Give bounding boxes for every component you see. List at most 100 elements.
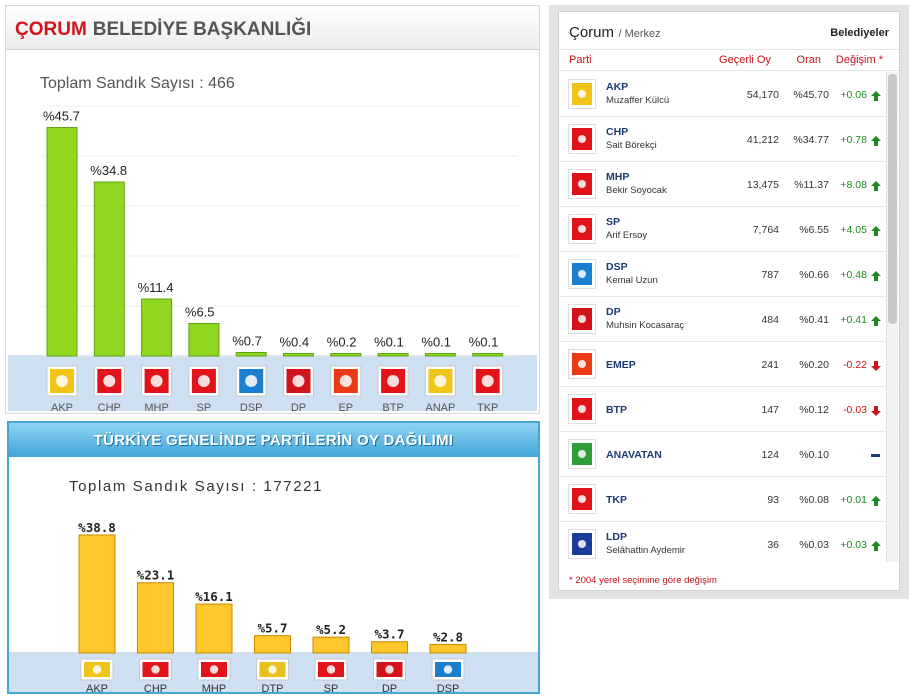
vote-ratio: %0.10 xyxy=(799,449,829,461)
corum-total-boxes: Toplam Sandık Sayısı : 466 xyxy=(40,75,235,92)
table-row[interactable]: SP Arif Ersoy 7,764 %6.55 +4.05 xyxy=(559,207,899,252)
scrollbar-thumb[interactable] xyxy=(888,74,897,324)
corum-title-rest: BELEDİYE BAŞKANLIĞI xyxy=(92,19,312,40)
vote-ratio: %0.41 xyxy=(799,314,829,326)
table-row[interactable]: MHP Bekir Soyocak 13,475 %11.37 +8.08 xyxy=(559,162,899,207)
city-name: Çorum xyxy=(569,24,615,41)
value-label-tkp: %0.1 xyxy=(469,335,499,350)
arrow-down-icon xyxy=(871,406,881,416)
category-label-akp: AKP xyxy=(51,402,73,414)
category-label-sp: SP xyxy=(197,402,212,414)
bar-mhp xyxy=(195,603,233,654)
value-label-dsp: %0.7 xyxy=(232,334,262,349)
category-label-dp: DP xyxy=(291,402,306,414)
bar-chp xyxy=(137,582,174,654)
col-header-change: Değişim * xyxy=(835,54,883,66)
valid-votes: 147 xyxy=(761,404,779,416)
table-row[interactable]: TKP 93 %0.08 +0.01 xyxy=(559,477,899,522)
party-name[interactable]: SP xyxy=(606,216,621,228)
party-logo-icon xyxy=(568,304,596,334)
party-name[interactable]: TKP xyxy=(606,494,627,506)
col-header-votes: Geçerli Oy xyxy=(719,54,771,66)
bar-sp xyxy=(188,323,220,357)
party-name[interactable]: ANAVATAN xyxy=(606,449,662,461)
bar-dp xyxy=(283,353,314,357)
table-row[interactable]: CHP Sait Börekçi 41,212 %34.77 +0.78 xyxy=(559,117,899,162)
table-row[interactable]: LDP Selâhattin Aydemir 36 %0.03 +0.03 xyxy=(559,522,899,562)
value-label-sp: %5.2 xyxy=(316,622,346,637)
value-label-chp: %34.8 xyxy=(90,163,127,178)
value-label-anap: %0.1 xyxy=(421,335,451,350)
logo-dp-icon xyxy=(373,658,406,681)
arrow-up-icon xyxy=(871,271,881,281)
corum-chart-header: ÇORUM BELEDİYE BAŞKANLIĞI xyxy=(6,6,539,50)
table-row[interactable]: BTP 147 %0.12 -0.03 xyxy=(559,387,899,432)
logo-sp-icon xyxy=(188,365,220,397)
party-name[interactable]: BTP xyxy=(606,404,627,416)
party-name[interactable]: EMEP xyxy=(606,359,636,371)
party-name[interactable]: MHP xyxy=(606,171,630,183)
valid-votes: 787 xyxy=(761,269,779,281)
party-logo-icon xyxy=(568,169,596,199)
table-row[interactable]: DSP Kemal Uzun 787 %0.66 +0.48 xyxy=(559,252,899,297)
results-table-body: AKP Muzaffer Külcü 54,170 %45.70 +0.06 CHP Sai… xyxy=(559,72,899,562)
candidate-name: Kemal Uzun xyxy=(606,275,658,286)
col-header-party: Parti xyxy=(569,54,592,66)
table-row[interactable]: AKP Muzaffer Külcü 54,170 %45.70 +0.06 xyxy=(559,72,899,117)
logo-ep-icon xyxy=(330,365,362,397)
valid-votes: 13,475 xyxy=(746,179,779,191)
party-name[interactable]: AKP xyxy=(606,81,629,93)
corum-chart-title: ÇORUM BELEDİYE BAŞKANLIĞI xyxy=(15,19,311,41)
vote-ratio: %0.12 xyxy=(799,404,829,416)
arrow-up-icon xyxy=(871,226,881,236)
logo-akp-icon xyxy=(46,365,78,397)
value-label-dp: %3.7 xyxy=(374,627,404,642)
table-row[interactable]: EMEP 241 %0.20 -0.22 xyxy=(559,342,899,387)
vote-ratio: %6.55 xyxy=(799,224,829,236)
bar-anap xyxy=(424,353,456,357)
party-name[interactable]: LDP xyxy=(606,531,627,543)
value-label-dtp: %5.7 xyxy=(257,621,287,636)
bar-tkp xyxy=(472,353,504,357)
vote-change: +0.01 xyxy=(840,494,867,506)
turkiye-chart-panel: TÜRKİYE GENELİNDE PARTİLERİN OY DAĞILIMI… xyxy=(7,421,540,695)
party-name[interactable]: DP xyxy=(606,306,621,318)
arrow-up-icon xyxy=(871,181,881,191)
results-card: Çorum / Merkez Belediyeler Parti Geçerli… xyxy=(558,11,900,591)
tab-belediyeler[interactable]: Belediyeler xyxy=(830,27,889,39)
turkiye-total-boxes: Toplam Sandık Sayısı : 177221 xyxy=(69,478,324,495)
category-label-dsp: DSP xyxy=(437,683,460,695)
candidate-name: Arif Ersoy xyxy=(606,230,648,241)
arrow-up-icon xyxy=(871,91,881,101)
logo-akp-icon xyxy=(80,658,114,681)
party-logo-icon xyxy=(568,349,596,379)
party-logo-icon xyxy=(568,79,596,109)
valid-votes: 41,212 xyxy=(746,134,779,146)
valid-votes: 484 xyxy=(761,314,779,326)
vote-change: +0.03 xyxy=(840,539,867,551)
party-logo-icon xyxy=(568,124,596,154)
turkiye-chart-title: TÜRKİYE GENELİNDE PARTİLERİN OY DAĞILIMI xyxy=(93,432,454,449)
table-row[interactable]: DP Muhsin Kocasaraç 484 %0.41 +0.41 xyxy=(559,297,899,342)
valid-votes: 7,764 xyxy=(752,224,779,236)
table-row[interactable]: ANAVATAN 124 %0.10 xyxy=(559,432,899,477)
vote-change: +0.48 xyxy=(840,269,867,281)
district-name: / Merkez xyxy=(618,28,661,40)
valid-votes: 54,170 xyxy=(746,89,779,101)
table-scrollbar[interactable] xyxy=(886,72,898,562)
arrow-up-icon xyxy=(871,136,881,146)
value-label-mhp: %11.4 xyxy=(138,280,174,295)
turkiye-chart-header: TÜRKİYE GENELİNDE PARTİLERİN OY DAĞILIMI xyxy=(9,423,538,457)
logo-anap-icon xyxy=(424,365,456,397)
logo-mhp-icon xyxy=(141,365,173,397)
party-name[interactable]: CHP xyxy=(606,126,629,138)
table-header: Parti Geçerli Oy Oran Değişim * xyxy=(559,49,899,71)
candidate-name: Bekir Soyocak xyxy=(606,185,667,196)
bar-dtp xyxy=(254,635,291,654)
party-logo-icon xyxy=(568,439,596,469)
logo-tkp-icon xyxy=(472,365,504,397)
bar-dp xyxy=(371,641,408,654)
bar-ep xyxy=(330,353,362,357)
party-name[interactable]: DSP xyxy=(606,261,628,273)
arrow-down-icon xyxy=(871,361,881,371)
